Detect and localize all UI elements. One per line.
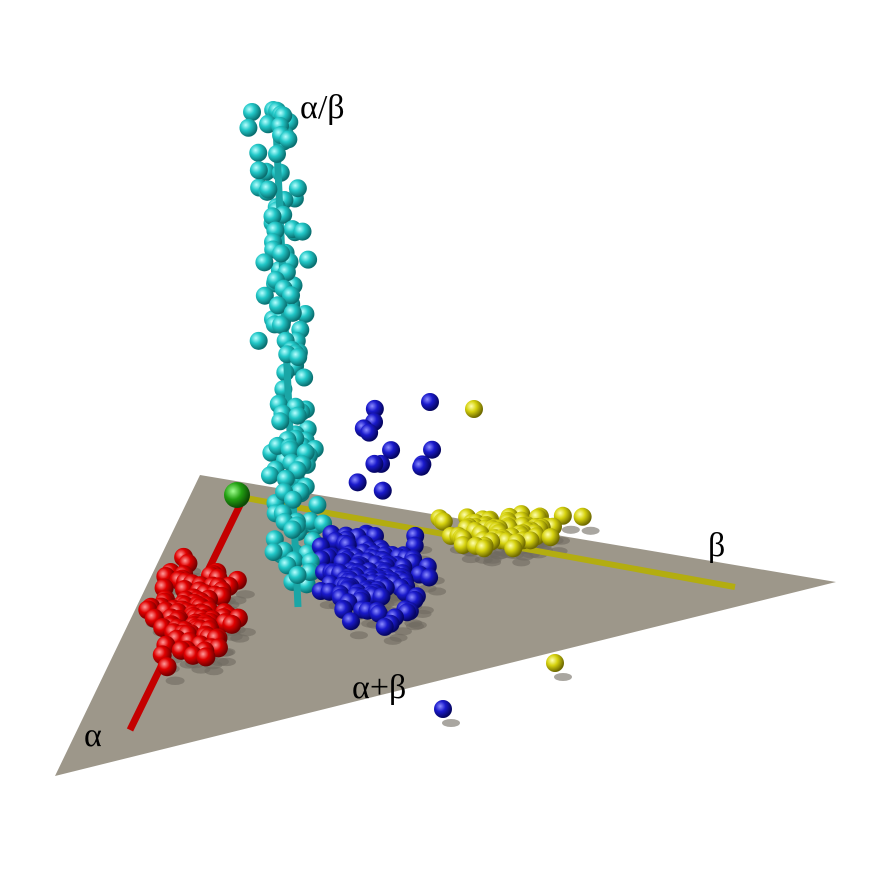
sphere bbox=[372, 587, 391, 606]
sphere bbox=[434, 700, 452, 718]
label-beta: β bbox=[708, 527, 725, 564]
sphere bbox=[475, 539, 494, 558]
sphere bbox=[271, 315, 290, 334]
shadow bbox=[512, 558, 531, 567]
sphere bbox=[259, 180, 278, 199]
sphere bbox=[272, 244, 291, 263]
sphere bbox=[196, 647, 216, 667]
shadow bbox=[230, 634, 250, 643]
shadow bbox=[442, 718, 460, 728]
sphere bbox=[365, 454, 384, 473]
sphere bbox=[260, 466, 279, 485]
sphere bbox=[293, 222, 312, 241]
shadow bbox=[165, 676, 185, 686]
label-alpha: α bbox=[84, 717, 102, 754]
shadow bbox=[383, 636, 402, 645]
sphere bbox=[288, 406, 307, 425]
sphere bbox=[421, 393, 439, 411]
sphere bbox=[541, 528, 560, 547]
shadow bbox=[561, 525, 580, 534]
sphere bbox=[412, 457, 431, 476]
origin-sphere bbox=[224, 482, 250, 508]
sphere bbox=[276, 469, 295, 488]
sphere bbox=[249, 161, 268, 180]
sphere bbox=[222, 614, 242, 634]
sphere bbox=[283, 490, 302, 509]
sphere bbox=[546, 654, 564, 672]
sphere bbox=[573, 507, 592, 526]
sphere bbox=[239, 118, 258, 137]
sphere bbox=[434, 512, 453, 531]
sphere bbox=[243, 102, 262, 121]
sphere bbox=[249, 331, 268, 350]
sphere bbox=[365, 399, 384, 418]
sphere bbox=[299, 250, 318, 269]
sphere bbox=[308, 495, 327, 514]
sphere bbox=[263, 207, 282, 226]
spheres-front bbox=[138, 101, 592, 718]
sphere bbox=[504, 539, 523, 558]
sphere bbox=[453, 536, 472, 555]
shadow bbox=[393, 627, 412, 636]
sphere bbox=[255, 253, 274, 272]
label-alpha-plus-beta: α+β bbox=[352, 669, 406, 706]
sphere bbox=[521, 531, 540, 550]
sphere bbox=[289, 348, 308, 367]
sphere bbox=[267, 144, 286, 163]
sphere bbox=[283, 520, 302, 539]
shadow bbox=[428, 587, 447, 596]
sphere bbox=[269, 296, 288, 315]
shadow bbox=[554, 672, 572, 682]
sphere bbox=[341, 612, 360, 631]
sphere bbox=[279, 130, 298, 149]
sphere bbox=[271, 412, 290, 431]
sphere bbox=[360, 423, 379, 442]
sphere bbox=[295, 368, 314, 387]
sphere bbox=[288, 179, 307, 198]
sphere bbox=[255, 286, 274, 305]
sphere bbox=[423, 440, 442, 459]
sphere bbox=[373, 481, 392, 500]
sphere bbox=[283, 303, 302, 322]
shadow bbox=[405, 622, 424, 631]
sphere bbox=[375, 617, 394, 636]
sphere bbox=[382, 441, 401, 460]
sphere bbox=[288, 565, 307, 584]
shadow bbox=[483, 558, 502, 567]
sphere bbox=[157, 657, 177, 677]
sphere bbox=[282, 286, 301, 305]
label-alpha-beta: α/β bbox=[300, 89, 345, 126]
shadow bbox=[204, 666, 224, 676]
sphere bbox=[420, 568, 439, 587]
shadow bbox=[349, 631, 368, 640]
sphere bbox=[465, 400, 483, 418]
sphere bbox=[264, 543, 283, 562]
sphere bbox=[348, 473, 367, 492]
sphere bbox=[249, 143, 268, 162]
plane bbox=[55, 475, 836, 776]
shadow bbox=[581, 526, 600, 535]
